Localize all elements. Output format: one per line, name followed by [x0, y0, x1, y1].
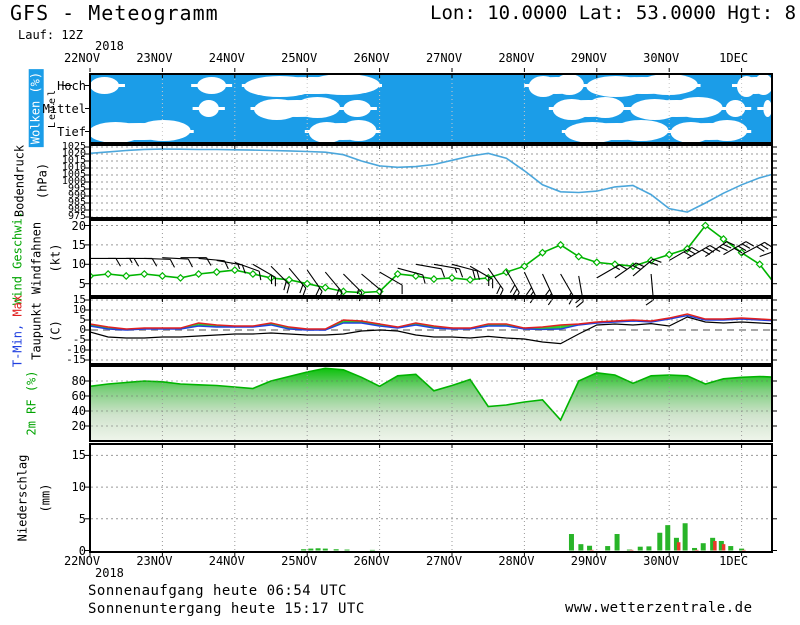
- date-label-bottom-30NOV: 30NOV: [643, 554, 680, 568]
- humidity-ytick: 80: [71, 374, 86, 388]
- date-label-bottom-29NOV: 29NOV: [570, 554, 607, 568]
- date-label-top-23NOV: 23NOV: [136, 51, 173, 65]
- date-label-top-1DEC: 1DEC: [719, 51, 749, 65]
- temperature-ytick: 5: [79, 313, 86, 326]
- humidity-panel-label: 2m RF (%): [24, 370, 39, 436]
- model-run-label: Lauf: 12Z: [18, 28, 84, 42]
- pressure-line: [90, 148, 772, 213]
- precipitation-ytick: 0: [78, 543, 86, 558]
- date-label-top-24NOV: 24NOV: [208, 51, 245, 65]
- date-label-bottom-26NOV: 26NOV: [353, 554, 390, 568]
- pressure-ytick: 980: [67, 204, 86, 215]
- humidity-area: [90, 368, 772, 440]
- tmax-label: Max: [10, 294, 25, 317]
- pressure-ytick: 995: [67, 183, 86, 194]
- temperature-ytick: 15: [72, 293, 86, 306]
- date-label-bottom-23NOV: 23NOV: [136, 554, 173, 568]
- cloud-blobs: [90, 74, 772, 143]
- date-label-top-25NOV: 25NOV: [281, 51, 318, 65]
- cloud-level-mittel: Mittel: [42, 102, 86, 116]
- humidity-line: [90, 367, 772, 422]
- date-label-top-27NOV: 27NOV: [425, 51, 463, 65]
- tmax-line: [90, 313, 772, 330]
- wind-ytick: 10: [71, 257, 86, 272]
- page-title: GFS - Meteogramm: [10, 1, 219, 25]
- cloud-level-tief: Tief: [57, 125, 86, 139]
- temperature-minmax-label: T-Min, Max: [10, 294, 25, 368]
- wind-ytick: 20: [71, 218, 86, 233]
- humidity-ytick: 40: [71, 404, 86, 418]
- pressure-ytick: 975: [67, 211, 86, 222]
- dewpoint-line: [90, 316, 772, 345]
- date-label-bottom-24NOV: 24NOV: [208, 554, 245, 568]
- year-label-bottom: 2018: [95, 566, 124, 580]
- cloud-level-hoch: Hoch: [57, 79, 86, 93]
- wind-ytick: 5: [78, 276, 86, 291]
- precipitation-ytick: 5: [78, 511, 86, 526]
- precipitation-ytick: 10: [71, 480, 86, 495]
- tmin-line: [90, 314, 772, 331]
- year-label-top: 2018: [95, 39, 124, 53]
- date-label-top-26NOV: 26NOV: [353, 51, 390, 65]
- date-label-bottom-1DEC: 1DEC: [719, 554, 749, 568]
- pressure-ytick: 1000: [61, 176, 86, 187]
- pressure-ytick: 1010: [61, 162, 86, 173]
- precipitation-panel-label: Niederschlag: [15, 454, 30, 542]
- tmin-label: T-Min,: [10, 323, 25, 368]
- date-label-top-22NOV: 22NOV: [63, 51, 101, 65]
- wind-speed-label: Wind Geschwi.: [10, 211, 25, 305]
- date-label-bottom-22NOV: 22NOV: [63, 554, 101, 568]
- precipitation-bars: [301, 523, 746, 551]
- temperature-ytick: 10: [72, 303, 86, 316]
- precipitation-ytick: 15: [71, 448, 86, 463]
- wind-ytick: 15: [71, 237, 86, 252]
- temperature-ytick: -10: [66, 343, 86, 356]
- pressure-ytick: 1005: [61, 169, 86, 180]
- pressure-ytick: 985: [67, 197, 86, 208]
- date-label-top-30NOV: 30NOV: [643, 51, 680, 65]
- pressure-ytick: 990: [67, 190, 86, 201]
- pressure-ytick: 1020: [61, 148, 86, 159]
- temperature-ytick: -15: [66, 353, 86, 366]
- pressure-panel-label: Bodendruck: [12, 144, 27, 218]
- date-label-bottom-27NOV: 27NOV: [425, 554, 463, 568]
- humidity-ytick: 60: [71, 389, 86, 403]
- temperature-ytick: -5: [72, 333, 86, 346]
- sunset-label: Sonnenuntergang heute 15:17 UTC: [88, 601, 365, 617]
- date-label-bottom-28NOV: 28NOV: [498, 554, 535, 568]
- website-label: www.wetterzentrale.de: [565, 600, 753, 616]
- humidity-ytick: 20: [71, 419, 86, 433]
- sunrise-label: Sonnenaufgang heute 06:54 UTC: [88, 583, 347, 599]
- temperature-ytick: 0: [79, 323, 86, 336]
- pressure-ytick: 1025: [61, 141, 86, 152]
- date-label-top-28NOV: 28NOV: [498, 51, 535, 65]
- date-label-bottom-25NOV: 25NOV: [281, 554, 318, 568]
- pressure-ytick: 1015: [61, 155, 86, 166]
- date-label-top-29NOV: 29NOV: [570, 51, 607, 65]
- coordinates-label: Lon: 10.0000 Lat: 53.0000 Hgt: 8: [430, 2, 797, 24]
